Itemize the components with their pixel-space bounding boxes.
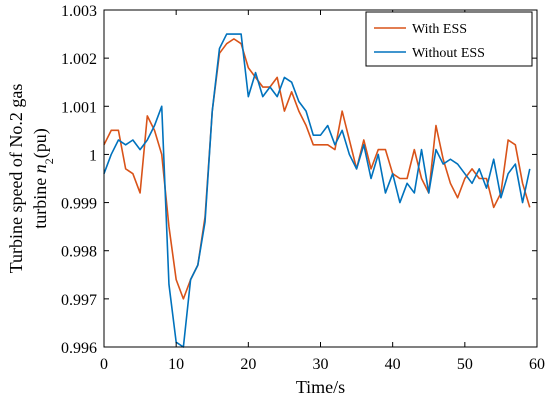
y-axis-label-line2: turbine n2(pu) (30, 128, 56, 229)
y-axis-label-subscript: 2 (42, 158, 56, 164)
y-tick-label: 1 (89, 147, 97, 164)
x-tick-label: 10 (168, 356, 184, 373)
x-tick-label: 20 (240, 356, 256, 373)
x-axis-label: Time/s (296, 377, 345, 397)
legend-label-with-ess: With ESS (412, 22, 467, 37)
y-axis-label-variable: n (30, 164, 50, 173)
series-line-without-ess (103, 33, 531, 348)
legend-label-without-ess: Without ESS (412, 46, 485, 61)
y-tick-label: 0.996 (61, 340, 97, 357)
x-tick-label: 0 (100, 356, 108, 373)
x-tick-label: 40 (385, 356, 401, 373)
series-layer (103, 33, 531, 348)
y-axis-label-prefix: turbine (30, 173, 50, 229)
x-tick-label: 30 (313, 356, 329, 373)
y-axis-label-line1: Turbine speed of No.2 gas (6, 84, 26, 274)
y-tick-label: 0.997 (61, 292, 97, 309)
legend-box (365, 11, 533, 67)
x-tick-label: 60 (529, 356, 545, 373)
y-tick-label: 0.999 (61, 196, 97, 213)
y-tick-label: 1.001 (61, 99, 97, 116)
legend: With ESS Without ESS (365, 11, 533, 67)
y-tick-label: 0.998 (61, 244, 97, 261)
y-tick-label: 1.002 (61, 51, 97, 68)
series-line-with-ess (103, 38, 531, 300)
y-axis-label: Turbine speed of No.2 gas turbine n2(pu) (6, 84, 56, 274)
x-tick-label: 50 (457, 356, 473, 373)
y-tick-label: 1.003 (61, 3, 97, 20)
y-axis-label-unit: (pu) (30, 128, 51, 158)
tick-layer: 0 10 20 30 40 50 60 0.996 0.997 0.998 0.999 1 1.001 1… (61, 3, 545, 373)
